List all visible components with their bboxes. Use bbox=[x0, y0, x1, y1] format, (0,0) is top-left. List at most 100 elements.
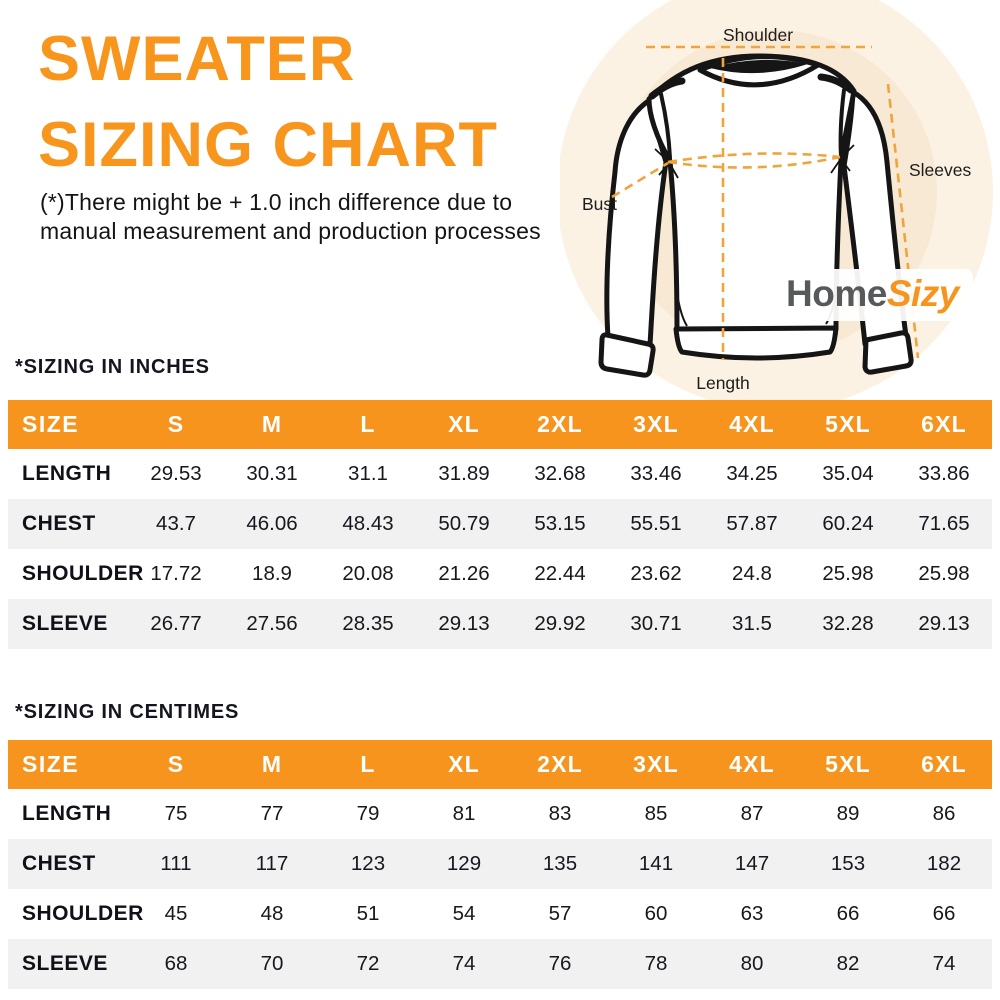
table-cell: 33.86 bbox=[918, 462, 970, 485]
table-cell: 28.35 bbox=[342, 612, 394, 635]
column-header: 6XL bbox=[896, 740, 992, 789]
column-header: L bbox=[320, 740, 416, 789]
sweater-illustration: Shoulder Sleeves Bust Length bbox=[560, 0, 993, 400]
column-header: 2XL bbox=[512, 400, 608, 449]
table-row: LENGTH 75 77 79 81 83 85 87 89 86 bbox=[8, 789, 992, 839]
table-cell: 54 bbox=[452, 902, 476, 925]
table-cell: 153 bbox=[830, 852, 866, 875]
column-header: S bbox=[128, 740, 224, 789]
row-label: SHOULDER bbox=[22, 562, 144, 585]
column-header: 3XL bbox=[608, 400, 704, 449]
table-cell: 87 bbox=[740, 802, 764, 825]
hero-section: Shoulder Sleeves Bust Length HomeSizy SW… bbox=[0, 0, 1000, 400]
table-cell: 82 bbox=[836, 952, 860, 975]
column-header: 2XL bbox=[512, 740, 608, 789]
table-header-row: SIZE S M L XL 2XL 3XL 4XL 5XL 6XL bbox=[8, 400, 992, 449]
table-cell: 71.65 bbox=[918, 512, 970, 535]
bust-label: Bust bbox=[582, 194, 617, 214]
bust-line-lower bbox=[667, 155, 841, 169]
table-cell: 89 bbox=[836, 802, 860, 825]
row-label: CHEST bbox=[22, 852, 96, 875]
page-title: SWEATER SIZING CHART bbox=[38, 16, 498, 188]
table-cell: 29.92 bbox=[534, 612, 586, 635]
table-cell: 25.98 bbox=[918, 562, 970, 585]
table-cell: 53.15 bbox=[534, 512, 586, 535]
centimes-table: SIZE S M L XL 2XL 3XL 4XL 5XL 6XL LENGTH… bbox=[8, 740, 992, 989]
table-row: SHOULDER 17.72 18.9 20.08 21.26 22.44 23… bbox=[8, 549, 992, 599]
table-cell: 147 bbox=[734, 852, 770, 875]
brand-logo: HomeSizy bbox=[772, 269, 973, 321]
row-label: LENGTH bbox=[22, 462, 112, 485]
table-cell: 29.13 bbox=[438, 612, 490, 635]
table-header-row: SIZE S M L XL 2XL 3XL 4XL 5XL 6XL bbox=[8, 740, 992, 789]
table-cell: 76 bbox=[548, 952, 572, 975]
collar bbox=[697, 54, 821, 88]
column-header: L bbox=[320, 400, 416, 449]
sweater-diagram: Shoulder Sleeves Bust Length HomeSizy bbox=[560, 0, 1000, 400]
table-cell: 57 bbox=[548, 902, 572, 925]
table-cell: 48 bbox=[260, 902, 284, 925]
table-cell: 51 bbox=[356, 902, 380, 925]
row-label: CHEST bbox=[22, 512, 96, 535]
table-cell: 85 bbox=[644, 802, 668, 825]
table-cell: 26.77 bbox=[150, 612, 202, 635]
inches-table: SIZE S M L XL 2XL 3XL 4XL 5XL 6XL LENGTH… bbox=[8, 400, 992, 649]
shoulder-seams bbox=[648, 73, 855, 160]
column-header-size: SIZE bbox=[8, 400, 128, 449]
table-row: CHEST 43.7 46.06 48.43 50.79 53.15 55.51… bbox=[8, 499, 992, 549]
title-line-2: SIZING CHART bbox=[38, 110, 498, 180]
table-cell: 45 bbox=[164, 902, 188, 925]
table-cell: 74 bbox=[452, 952, 476, 975]
table-cell: 32.28 bbox=[822, 612, 874, 635]
column-header: 3XL bbox=[608, 740, 704, 789]
inches-heading: *SIZING IN INCHES bbox=[15, 356, 210, 378]
table-cell: 30.71 bbox=[630, 612, 682, 635]
disclaimer-text: (*)There might be + 1.0 inch difference … bbox=[40, 188, 541, 246]
table-cell: 83 bbox=[548, 802, 572, 825]
table-cell: 18.9 bbox=[252, 562, 292, 585]
table-cell: 43.7 bbox=[156, 512, 196, 535]
table-cell: 48.43 bbox=[342, 512, 394, 535]
table-cell: 30.31 bbox=[246, 462, 298, 485]
table-cell: 78 bbox=[644, 952, 668, 975]
sleeves-label: Sleeves bbox=[909, 160, 972, 180]
column-header: S bbox=[128, 400, 224, 449]
centimes-section: *SIZING IN CENTIMES SIZE S M L XL 2XL 3X… bbox=[0, 700, 1000, 989]
table-cell: 75 bbox=[164, 802, 188, 825]
table-cell: 72 bbox=[356, 952, 380, 975]
table-cell: 29.13 bbox=[918, 612, 970, 635]
table-cell: 135 bbox=[542, 852, 578, 875]
column-header: XL bbox=[416, 740, 512, 789]
table-cell: 20.08 bbox=[342, 562, 394, 585]
table-cell: 34.25 bbox=[726, 462, 778, 485]
table-cell: 60 bbox=[644, 902, 668, 925]
table-cell: 31.5 bbox=[732, 612, 772, 635]
length-label: Length bbox=[696, 373, 750, 393]
row-label: SLEEVE bbox=[22, 952, 108, 975]
column-header: 4XL bbox=[704, 740, 800, 789]
table-cell: 35.04 bbox=[822, 462, 874, 485]
table-cell: 57.87 bbox=[726, 512, 778, 535]
sweater-outline bbox=[598, 53, 914, 378]
table-cell: 33.46 bbox=[630, 462, 682, 485]
table-cell: 129 bbox=[446, 852, 482, 875]
centimes-heading: *SIZING IN CENTIMES bbox=[15, 701, 240, 723]
armpit-marks bbox=[654, 144, 855, 179]
table-cell: 24.8 bbox=[732, 562, 772, 585]
column-header: 5XL bbox=[800, 740, 896, 789]
column-header: M bbox=[224, 400, 320, 449]
column-header: 6XL bbox=[896, 400, 992, 449]
row-label: LENGTH bbox=[22, 802, 112, 825]
table-cell: 22.44 bbox=[534, 562, 586, 585]
disclaimer-line-1: (*)There might be + 1.0 inch difference … bbox=[40, 189, 513, 215]
table-row: SLEEVE 68 70 72 74 76 78 80 82 74 bbox=[8, 939, 992, 989]
table-cell: 81 bbox=[452, 802, 476, 825]
table-cell: 27.56 bbox=[246, 612, 298, 635]
table-row: SHOULDER 45 48 51 54 57 60 63 66 66 bbox=[8, 889, 992, 939]
row-label: SLEEVE bbox=[22, 612, 108, 635]
bust-line-upper bbox=[667, 152, 841, 164]
table-cell: 66 bbox=[932, 902, 956, 925]
logo-home-text: Home bbox=[786, 273, 887, 314]
table-cell: 77 bbox=[260, 802, 284, 825]
table-row: SLEEVE 26.77 27.56 28.35 29.13 29.92 30.… bbox=[8, 599, 992, 649]
